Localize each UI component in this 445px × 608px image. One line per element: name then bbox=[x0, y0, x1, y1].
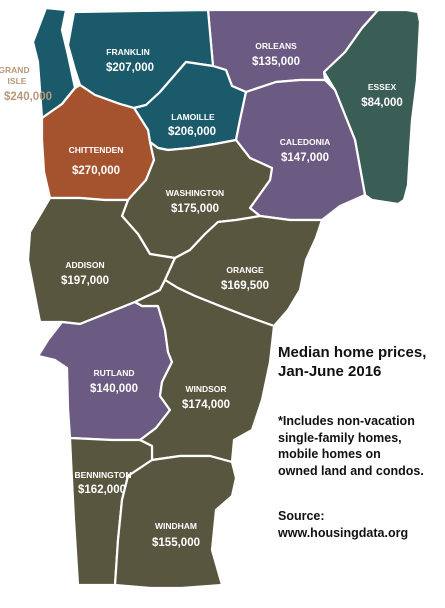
county-windham[interactable] bbox=[113, 454, 238, 590]
footnote-line-1: *Includes non-vacation bbox=[278, 414, 415, 428]
label-rutland-price: $140,000 bbox=[90, 383, 138, 395]
footnote: *Includes non-vacation single-family hom… bbox=[278, 413, 424, 479]
label-rutland-name: RUTLAND bbox=[93, 368, 134, 378]
map-title-line-1: Median home prices, bbox=[278, 344, 427, 361]
label-orange-price: $169,500 bbox=[221, 280, 269, 292]
map-title-line-2: Jan-June 2016 bbox=[278, 363, 382, 380]
label-essex-price: $84,000 bbox=[361, 97, 403, 109]
label-grand-isle-name: GRAND bbox=[0, 65, 30, 75]
label-lamoille-price: $206,000 bbox=[168, 126, 216, 138]
footnote-line-3: mobile homes on bbox=[278, 447, 381, 461]
source-credit: Source: www.housingdata.org bbox=[278, 508, 408, 541]
label-addison-name: ADDISON bbox=[65, 260, 104, 270]
label-addison-price: $197,000 bbox=[61, 275, 109, 287]
label-chittenden-price: $270,000 bbox=[72, 165, 120, 177]
label-washington-name: WASHINGTON bbox=[166, 188, 224, 198]
label-orleans-name: ORLEANS bbox=[255, 41, 297, 51]
label-bennington-price: $162,000 bbox=[78, 484, 126, 496]
label-grand-isle-name-2: ISLE bbox=[8, 76, 27, 86]
label-bennington-name: BENNINGTON bbox=[75, 470, 132, 480]
label-orange-name: ORANGE bbox=[226, 265, 264, 275]
label-windham-name: WINDHAM bbox=[155, 521, 197, 531]
label-windsor-price: $174,000 bbox=[182, 399, 230, 411]
label-caledonia-price: $147,000 bbox=[281, 152, 329, 164]
map-title: Median home prices, Jan-June 2016 bbox=[278, 343, 426, 381]
label-caledonia-name: CALEDONIA bbox=[280, 137, 331, 147]
label-essex-name: ESSEX bbox=[368, 82, 397, 92]
label-orleans-price: $135,000 bbox=[252, 56, 300, 68]
footnote-line-2: single-family homes, bbox=[278, 430, 402, 445]
source-url: www.housingdata.org bbox=[278, 525, 409, 540]
label-windsor-name: WINDSOR bbox=[185, 384, 226, 394]
label-franklin-price: $207,000 bbox=[106, 62, 154, 74]
label-washington-price: $175,000 bbox=[171, 203, 219, 215]
source-label: Source: bbox=[278, 509, 325, 523]
label-chittenden-name: CHITTENDEN bbox=[69, 145, 124, 155]
label-lamoille-name: LAMOILLE bbox=[171, 112, 215, 122]
footnote-line-4: owned land and condos. bbox=[278, 463, 424, 478]
label-windham-price: $155,000 bbox=[152, 537, 200, 549]
label-franklin-name: FRANKLIN bbox=[106, 47, 149, 57]
label-grand-isle-price: $240,000 bbox=[4, 91, 52, 103]
